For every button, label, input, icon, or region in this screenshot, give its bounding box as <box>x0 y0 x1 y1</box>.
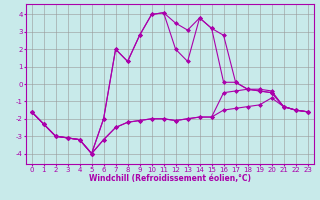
X-axis label: Windchill (Refroidissement éolien,°C): Windchill (Refroidissement éolien,°C) <box>89 174 251 183</box>
